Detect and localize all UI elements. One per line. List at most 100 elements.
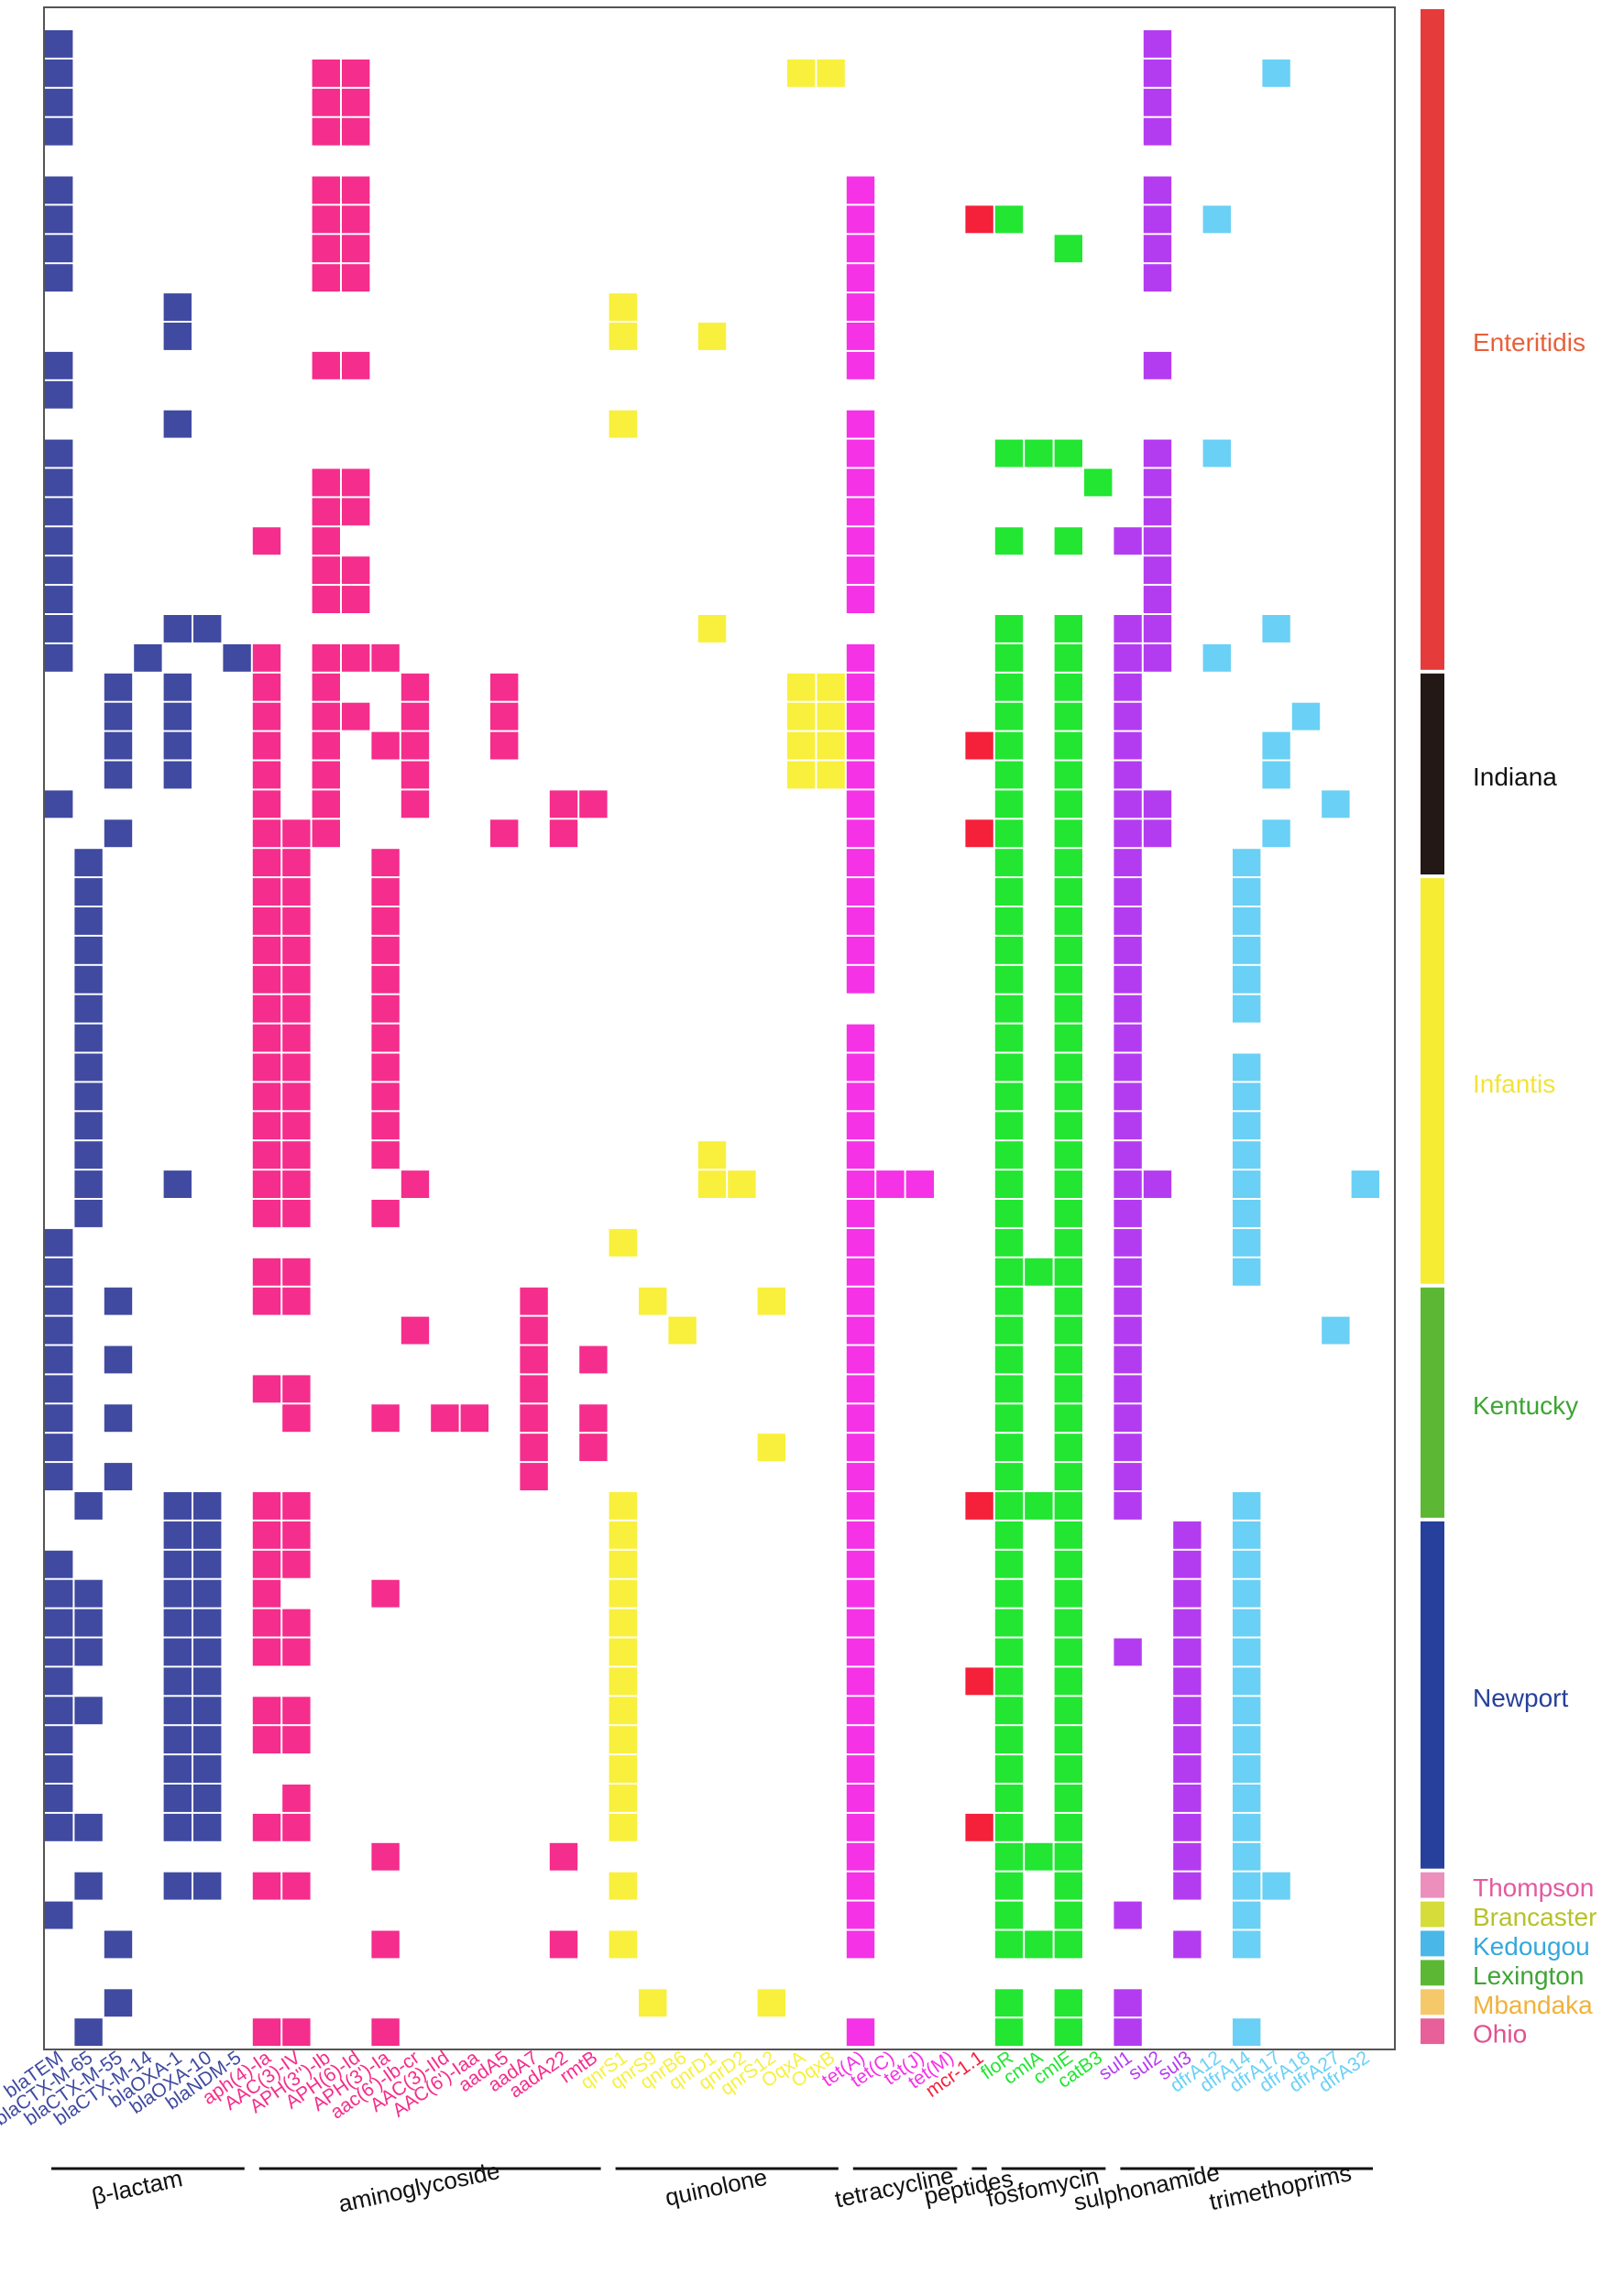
- cell-cmlE-isolate-24: [1054, 702, 1082, 731]
- cell-floR-isolate-48: [994, 1404, 1024, 1433]
- cell-sul2-isolate-7: [1143, 205, 1172, 234]
- serovar-label-Kedougou: Kedougou: [1473, 1932, 1590, 1961]
- cell-blaTEM-isolate-22: [45, 643, 73, 672]
- cell-OqxB-isolate-25: [817, 731, 845, 760]
- cell-APH(6)-Id-isolate-8: [342, 235, 370, 263]
- serovar-label-Lexington: Lexington: [1473, 1961, 1584, 1990]
- cell-floR-isolate-60: [994, 1755, 1024, 1783]
- cell-sul1-isolate-34: [1114, 994, 1142, 1023]
- cell-floR-isolate-23: [994, 673, 1024, 701]
- cell-floR-isolate-33: [994, 965, 1024, 994]
- cell-cmlE-isolate-64: [1054, 1872, 1082, 1900]
- cell-OqxA-isolate-24: [787, 702, 816, 731]
- cell-blaTEM-isolate-13: [45, 380, 73, 409]
- cell-floR-isolate-26: [994, 761, 1024, 789]
- class-label-aminoglycoside: aminoglycoside: [336, 2157, 503, 2218]
- serovar-label-Mbandaka: Mbandaka: [1473, 1991, 1593, 2019]
- cell-APH(3')-Ia-isolate-35: [371, 1024, 400, 1052]
- serovar-bar-Mbandaka: [1421, 1989, 1444, 2016]
- cell-sul1-isolate-29: [1114, 849, 1142, 877]
- cell-blaTEM-isolate-16: [45, 468, 73, 497]
- cell-sul3-isolate-64: [1173, 1872, 1202, 1900]
- cell-tet(A)-isolate-62: [846, 1813, 875, 1841]
- cell-tet(A)-isolate-42: [846, 1228, 875, 1257]
- cell-blaOXA-10-isolate-21: [193, 615, 222, 643]
- cell-tet(A)-isolate-65: [846, 1901, 875, 1929]
- cell-blaCTX-M-55-isolate-48: [104, 1404, 133, 1433]
- cell-aac(6')-Ib-cr-isolate-24: [401, 702, 430, 731]
- cell-aph(4)-Ia-isolate-25: [252, 731, 281, 760]
- cell-aph(4)-Ia-isolate-36: [252, 1053, 281, 1082]
- cell-APH(6)-Id-isolate-2: [342, 59, 370, 87]
- cell-APH(3')-Ia-isolate-63: [371, 1842, 400, 1871]
- cell-cmlE-isolate-32: [1054, 936, 1082, 964]
- cell-cmlA-isolate-51: [1025, 1492, 1053, 1520]
- cell-sul1-isolate-37: [1114, 1082, 1142, 1111]
- cell-rmtB-isolate-49: [579, 1434, 608, 1462]
- cell-qnrS1-isolate-59: [609, 1726, 637, 1754]
- cell-qnrS1-isolate-61: [609, 1785, 637, 1812]
- cell-APH(3'')-Ib-isolate-2: [312, 59, 340, 87]
- cell-tet(A)-isolate-35: [846, 1024, 875, 1052]
- cell-qnrS1-isolate-52: [609, 1521, 637, 1549]
- cell-tet(A)-isolate-33: [846, 965, 875, 994]
- cell-floR-isolate-57: [994, 1667, 1024, 1696]
- cell-blaOXA-1-isolate-11: [163, 323, 192, 350]
- cell-qnrS9-isolate-44: [639, 1287, 667, 1315]
- cell-AAC(3)-IV-isolate-32: [282, 936, 311, 964]
- cell-floR-isolate-45: [994, 1316, 1024, 1345]
- cell-aac(6')-Ib-cr-isolate-45: [401, 1316, 430, 1345]
- cell-aadA5-isolate-24: [490, 702, 519, 731]
- cell-blaCTX-M-65-isolate-34: [74, 994, 103, 1023]
- cell-dfrA14-isolate-37: [1233, 1082, 1261, 1111]
- cell-floR-isolate-62: [994, 1813, 1024, 1841]
- cell-qnrS12-isolate-44: [757, 1287, 785, 1315]
- cell-APH(3')-Ia-isolate-33: [371, 965, 400, 994]
- cell-tet(A)-isolate-57: [846, 1667, 875, 1696]
- cell-blaOXA-10-isolate-54: [193, 1579, 222, 1608]
- cell-sul1-isolate-65: [1114, 1901, 1142, 1929]
- cell-blaCTX-M-65-isolate-39: [74, 1141, 103, 1170]
- cell-dfrA14-isolate-65: [1233, 1901, 1261, 1929]
- cell-cmlE-isolate-47: [1054, 1375, 1082, 1403]
- cell-blaTEM-isolate-59: [45, 1726, 73, 1754]
- cell-sul1-isolate-30: [1114, 878, 1142, 906]
- cell-aph(4)-Ia-isolate-53: [252, 1550, 281, 1578]
- cell-aph(4)-Ia-isolate-30: [252, 878, 281, 906]
- cell-blaTEM-isolate-3: [45, 88, 73, 116]
- cell-aph(4)-Ia-isolate-23: [252, 673, 281, 701]
- cell-cmlE-isolate-41: [1054, 1200, 1082, 1227]
- cell-blaCTX-M-65-isolate-40: [74, 1170, 103, 1198]
- cell-dfrA14-isolate-32: [1233, 936, 1261, 964]
- cell-APH(6)-Id-isolate-9: [342, 264, 370, 292]
- cell-aph(4)-Ia-isolate-55: [252, 1609, 281, 1637]
- class-label-quinolone: quinolone: [663, 2163, 770, 2212]
- cell-aac(6')-Ib-cr-isolate-27: [401, 790, 430, 818]
- cell-qnrS9-isolate-68: [639, 1989, 667, 2017]
- class-label-β-lactam: β-lactam: [89, 2164, 184, 2210]
- cell-APH(6)-Id-isolate-17: [342, 498, 370, 526]
- cell-dfrA14-isolate-39: [1233, 1141, 1261, 1170]
- cell-blaTEM-isolate-7: [45, 205, 73, 234]
- cell-blaCTX-M-14-isolate-22: [134, 643, 162, 672]
- cell-tet(A)-isolate-25: [846, 731, 875, 760]
- cell-blaOXA-1-isolate-58: [163, 1697, 192, 1725]
- cell-APH(3'')-Ib-isolate-22: [312, 643, 340, 672]
- cell-blaOXA-10-isolate-60: [193, 1755, 222, 1783]
- cell-dfrA14-isolate-29: [1233, 849, 1261, 877]
- cell-sul1-isolate-68: [1114, 1989, 1142, 2017]
- cell-floR-isolate-49: [994, 1434, 1024, 1462]
- cell-APH(3'')-Ib-isolate-28: [312, 819, 340, 848]
- serovar-bar-Kedougou: [1421, 1930, 1444, 1957]
- cell-AAC(3)-IV-isolate-38: [282, 1112, 311, 1140]
- cell-blaCTX-M-55-isolate-25: [104, 731, 133, 760]
- cell-APH(3'')-Ib-isolate-7: [312, 205, 340, 234]
- cell-cmlE-isolate-25: [1054, 731, 1082, 760]
- cell-APH(6)-Id-isolate-24: [342, 702, 370, 731]
- cell-sul1-isolate-69: [1114, 2018, 1142, 2047]
- cell-cmlE-isolate-58: [1054, 1697, 1082, 1725]
- cell-sul3-isolate-58: [1173, 1697, 1202, 1725]
- cell-sul1-isolate-24: [1114, 702, 1142, 731]
- cell-APH(3'')-Ib-isolate-16: [312, 468, 340, 497]
- cell-tet(A)-isolate-20: [846, 586, 875, 613]
